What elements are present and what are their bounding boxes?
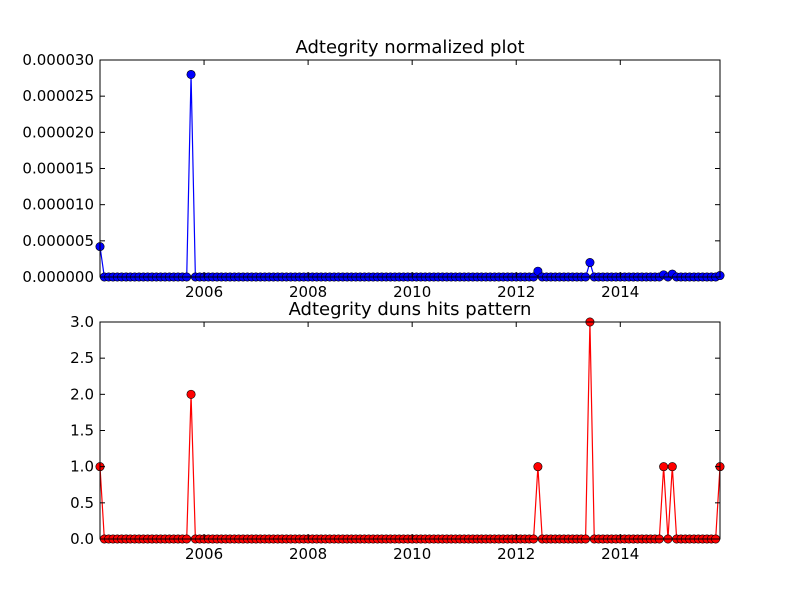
data-point: [585, 258, 595, 268]
x-tick-label: 2006: [185, 283, 223, 301]
data-point: [186, 389, 196, 399]
chart-title: Adtegrity duns hits pattern: [289, 299, 532, 320]
y-tick-label: 0.000025: [22, 87, 94, 105]
axes-frame: [99, 321, 721, 540]
y-tick-label: 0.000005: [22, 232, 94, 250]
y-tick-label: 1.5: [70, 422, 94, 440]
normalized-plot: Adtegrity normalized plot 2006 2008 2010 20…: [22, 37, 725, 301]
y-tick-label: 0.000030: [22, 51, 94, 69]
x-tick-label: 2014: [601, 283, 639, 301]
x-tick-label: 2008: [289, 545, 327, 563]
y-tick-label: 0.0: [70, 530, 94, 548]
data-point: [186, 69, 196, 79]
x-tick-label: 2010: [393, 545, 431, 563]
x-tick-label: 2010: [393, 283, 431, 301]
y-tick-label: 0.000000: [22, 268, 94, 286]
series-line: [99, 74, 721, 278]
y-tick-label: 2.0: [70, 385, 94, 403]
data-point: [659, 462, 669, 472]
x-tick-label: 2012: [497, 283, 535, 301]
x-tick-label: 2008: [289, 283, 327, 301]
x-tick-label: 2006: [185, 545, 223, 563]
y-tick-label: 1.0: [70, 458, 94, 476]
y-tick-label: 2.5: [70, 349, 94, 367]
y-tick-label: 0.000010: [22, 196, 94, 214]
y-tick-label: 0.000020: [22, 123, 94, 141]
x-tick-label: 2014: [601, 545, 639, 563]
y-tick-label: 3.0: [70, 313, 94, 331]
y-tick-label: 0.000015: [22, 160, 94, 178]
data-point: [667, 462, 677, 472]
duns-hits-plot: Adtegrity duns hits pattern 2006 2008 2010…: [70, 299, 725, 563]
chart-title: Adtegrity normalized plot: [295, 37, 524, 58]
series-line: [99, 321, 721, 540]
data-point: [533, 462, 543, 472]
y-tick-label: 0.5: [70, 494, 94, 512]
x-tick-label: 2012: [497, 545, 535, 563]
